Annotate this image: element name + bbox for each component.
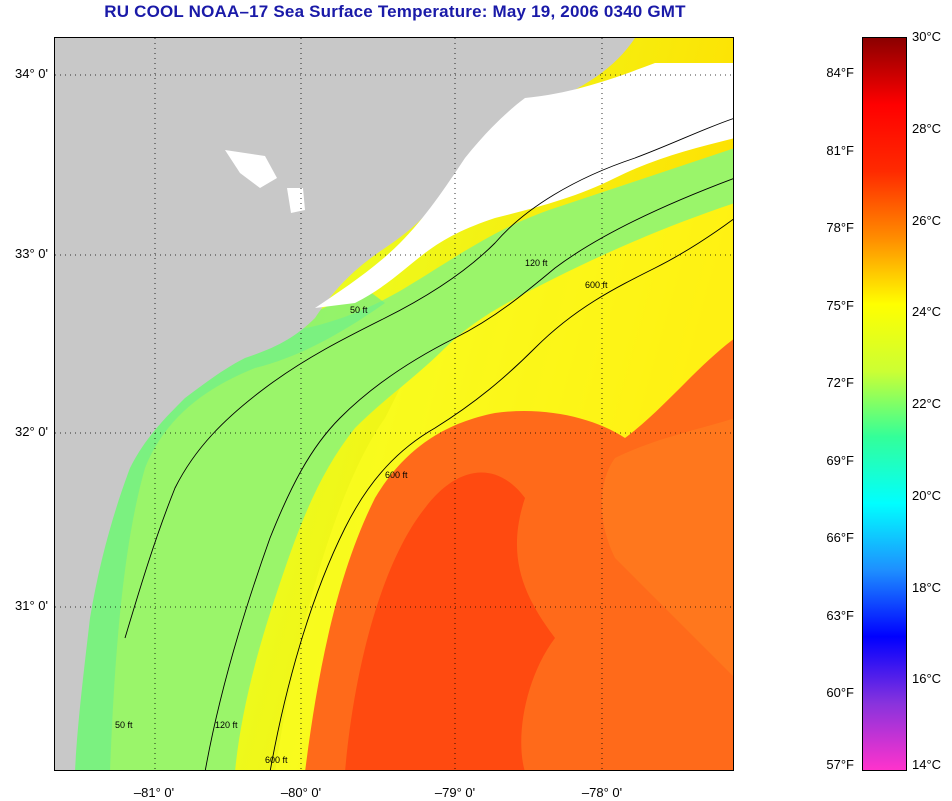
lon-label-79: –79° 0' — [434, 785, 476, 800]
colorbar-celsius-label: 24°C — [912, 304, 942, 320]
colorbar-celsius-label: 16°C — [912, 671, 942, 687]
colorbar-fahrenheit-label: 57°F — [826, 757, 854, 772]
shelf-water — [55, 148, 733, 770]
contour-label-600ft: 600 ft — [585, 280, 608, 290]
colorbar-celsius-label: 22°C — [912, 396, 942, 411]
colorbar-celsius-label: 14°C — [912, 757, 942, 772]
contour-50ft — [124, 118, 733, 639]
colorbar-celsius-label: 18°C — [912, 579, 942, 595]
colorbar-fahrenheit-label: 63°F — [826, 607, 854, 623]
lat-label-33: 33° 0' — [15, 246, 48, 261]
colorbar-fahrenheit-label: 72°F — [826, 375, 854, 391]
contour-label-120ft-south: 120 ft — [215, 720, 238, 730]
colorbar-fahrenheit-label: 81°F — [826, 142, 854, 158]
contour-label-600ft-bottom: 600 ft — [265, 755, 288, 765]
colorbar-celsius-label: 20°C — [912, 487, 942, 503]
map-title: RU COOL NOAA–17 Sea Surface Temperature:… — [104, 2, 686, 21]
cloud-cover — [315, 63, 733, 308]
inland-cloud-small — [287, 188, 305, 213]
colorbar-celsius-label: 28°C — [912, 120, 942, 136]
warm-eddy — [601, 418, 733, 676]
colorbar-fahrenheit-label: 84°F — [826, 65, 854, 80]
colorbar-fahrenheit-label: 78°F — [826, 220, 854, 236]
contour-label-600ft-south: 600 ft — [385, 470, 408, 480]
contour-label-50ft-south: 50 ft — [115, 720, 133, 730]
contour-label-120ft: 120 ft — [525, 258, 548, 268]
contour-label-50ft: 50 ft — [350, 305, 368, 315]
inland-cloud — [225, 150, 277, 188]
lat-label-32: 32° 0' — [15, 424, 48, 439]
gulf-stream-core — [345, 472, 555, 770]
lon-label-80: –80° 0' — [280, 785, 322, 800]
colorbar-fahrenheit-label: 69°F — [826, 452, 854, 468]
lat-label-34: 34° 0' — [15, 66, 48, 81]
sst-map[interactable]: 50 ft 120 ft 600 ft 600 ft 120 ft 50 ft … — [54, 37, 734, 771]
lon-label-81: –81° 0' — [133, 785, 175, 800]
colorbar-fahrenheit-label: 75°F — [826, 297, 854, 313]
colorbar-fahrenheit-label: 66°F — [826, 530, 854, 546]
colorbar-fahrenheit-label: 60°F — [826, 685, 854, 701]
lat-label-31: 31° 0' — [15, 598, 48, 613]
colorbar-celsius-label: 26°C — [912, 212, 942, 228]
contour-600ft — [269, 218, 733, 770]
land-mass — [55, 38, 635, 770]
lon-label-78: –78° 0' — [581, 785, 623, 800]
graticule — [55, 38, 733, 770]
colorbar-celsius-label: 30°C — [912, 29, 942, 44]
temperature-colorbar — [862, 37, 907, 771]
sst-map-canvas: 50 ft 120 ft 600 ft 600 ft 120 ft 50 ft … — [55, 38, 733, 770]
contour-120ft — [204, 178, 733, 770]
